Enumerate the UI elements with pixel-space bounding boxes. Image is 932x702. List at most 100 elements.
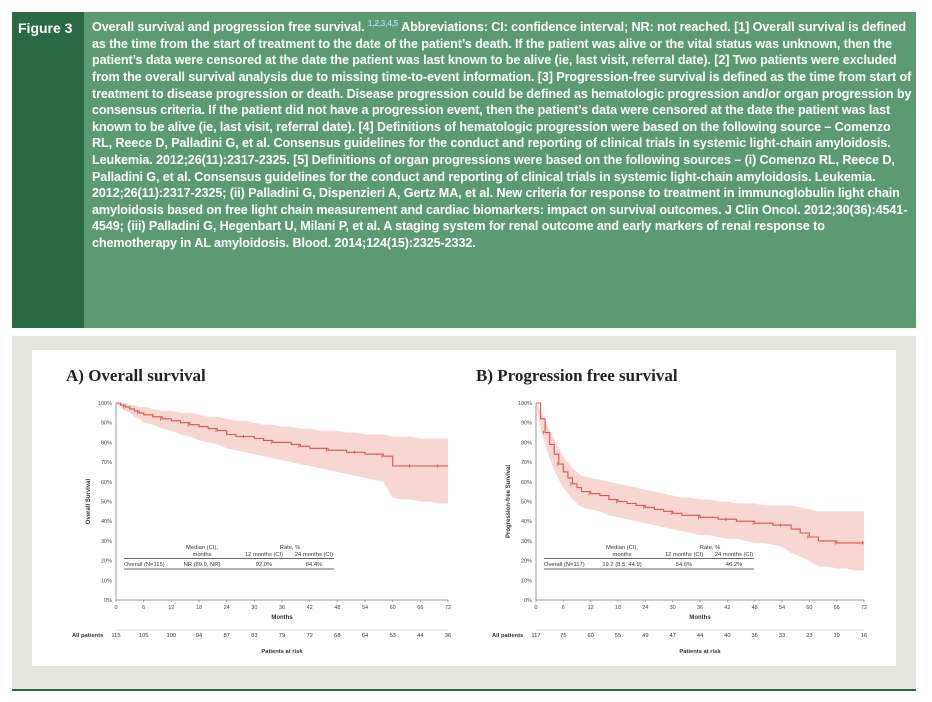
- figure-label: Figure 3: [12, 12, 84, 328]
- at-risk-count: 105: [139, 633, 149, 639]
- y-tick-label: 80%: [521, 440, 532, 446]
- x-tick-label: 42: [307, 605, 313, 611]
- bottom-rule: [12, 689, 916, 691]
- at-risk-count: 40: [724, 633, 730, 639]
- figure-panel: A) Overall survival B) Progression free …: [12, 336, 916, 690]
- y-tick-label: 70%: [101, 460, 112, 466]
- x-axis-title: Months: [689, 615, 711, 621]
- at-risk-count: 72: [306, 633, 312, 639]
- risk-table-title: Patients at risk: [261, 649, 303, 655]
- table-median-value: NR (89.9, NR): [184, 562, 221, 568]
- at-risk-count: 47: [669, 633, 675, 639]
- y-tick-label: 90%: [101, 421, 112, 427]
- x-tick-label: 6: [142, 605, 145, 611]
- table-header-rate: Rate, %: [280, 545, 301, 551]
- table-subheader-months: months: [192, 552, 211, 558]
- x-tick-label: 72: [861, 605, 867, 611]
- survival-curve: [536, 402, 864, 544]
- y-tick-label: 0%: [524, 598, 532, 604]
- x-tick-label: 54: [362, 605, 368, 611]
- figure-caption-box: Figure 3 Overall survival and progressio…: [12, 12, 916, 328]
- at-risk-count: 53: [389, 633, 395, 639]
- at-risk-count: 64: [362, 633, 369, 639]
- at-risk-count: 44: [417, 633, 424, 639]
- table-header-rate: Rate, %: [700, 545, 721, 551]
- y-tick-label: 70%: [521, 460, 532, 466]
- x-tick-label: 48: [752, 605, 758, 611]
- table-row-label: Overall (N=115): [124, 562, 165, 568]
- y-tick-label: 50%: [521, 500, 532, 506]
- table-subheader-24mo: 24 months (CI): [295, 552, 333, 558]
- y-tick-label: 10%: [101, 578, 112, 584]
- table-24mo-rate: 84.4%: [306, 562, 322, 568]
- y-tick-label: 60%: [521, 480, 532, 486]
- x-tick-label: 18: [615, 605, 621, 611]
- x-tick-label: 30: [670, 605, 676, 611]
- at-risk-count: 94: [196, 633, 203, 639]
- at-risk-count: 23: [806, 633, 812, 639]
- x-tick-label: 66: [834, 605, 840, 611]
- caption-text: Overall survival and progression free su…: [92, 16, 912, 252]
- x-tick-label: 72: [445, 605, 451, 611]
- at-risk-count: 16: [861, 633, 867, 639]
- x-tick-label: 60: [806, 605, 812, 611]
- caption-reference-links[interactable]: 1,2,3,4,5: [367, 19, 399, 28]
- at-risk-count: 19: [833, 633, 839, 639]
- table-header-median: Median (CI),: [606, 545, 638, 551]
- at-risk-count: 79: [279, 633, 285, 639]
- at-risk-count: 36: [445, 633, 451, 639]
- x-tick-label: 54: [779, 605, 785, 611]
- x-axis-title: Months: [271, 615, 293, 621]
- risk-table-title: Patients at risk: [679, 649, 721, 655]
- y-tick-label: 20%: [521, 559, 532, 565]
- x-tick-label: 12: [168, 605, 174, 611]
- y-tick-label: 60%: [101, 480, 112, 486]
- at-risk-count: 36: [751, 633, 757, 639]
- x-tick-label: 66: [417, 605, 423, 611]
- at-risk-count: 33: [779, 633, 785, 639]
- y-tick-label: 100%: [98, 401, 112, 407]
- x-tick-label: 0: [114, 605, 117, 611]
- y-axis-title: Progression-free Survival: [506, 465, 512, 538]
- progression-free-survival-chart: 0% 10% 20% 30% 40% 50% 60% 70% 80% 90% 100% 0 6 12 18 2…: [492, 401, 867, 655]
- y-tick-label: 0%: [104, 598, 112, 604]
- overall-survival-chart: 0% 10% 20% 30% 40% 50% 60% 70% 80% 90% 100% 0 6 12 18 2…: [72, 401, 451, 655]
- x-tick-label: 24: [642, 605, 648, 611]
- x-tick-label: 18: [196, 605, 202, 611]
- y-tick-label: 100%: [518, 401, 532, 407]
- y-tick-label: 50%: [101, 500, 112, 506]
- y-axis-title: Overall Survival: [86, 478, 92, 524]
- at-risk-count: 68: [334, 633, 340, 639]
- x-tick-label: 6: [562, 605, 565, 611]
- y-tick-label: 30%: [101, 539, 112, 545]
- at-risk-count: 49: [642, 633, 648, 639]
- table-row-label: Overall (N=117): [544, 562, 585, 568]
- y-tick-label: 20%: [101, 559, 112, 565]
- survival-curve: [116, 402, 448, 467]
- x-tick-label: 36: [279, 605, 285, 611]
- table-subheader-months: months: [612, 552, 631, 558]
- at-risk-count: 44: [697, 633, 704, 639]
- x-tick-label: 24: [224, 605, 230, 611]
- x-tick-label: 42: [724, 605, 730, 611]
- table-subheader-24mo: 24 months (CI): [715, 552, 753, 558]
- at-risk-count: 115: [111, 633, 120, 639]
- x-tick-label: 30: [251, 605, 257, 611]
- caption-title: Overall survival and progression free su…: [92, 20, 365, 35]
- at-risk-count: 100: [166, 633, 176, 639]
- at-risk-count: 75: [560, 633, 566, 639]
- at-risk-count: 87: [223, 633, 229, 639]
- table-12mo-rate: 54.6%: [676, 562, 692, 568]
- table-subheader-12mo: 12 months (CI): [245, 552, 283, 558]
- table-12mo-rate: 92.0%: [256, 562, 272, 568]
- risk-row-label: All patients: [72, 633, 103, 639]
- confidence-band: [116, 403, 448, 504]
- y-tick-label: 40%: [521, 519, 532, 525]
- y-tick-label: 30%: [521, 539, 532, 545]
- confidence-band: [536, 403, 864, 571]
- y-tick-label: 40%: [101, 519, 112, 525]
- at-risk-count: 55: [615, 633, 621, 639]
- at-risk-count: 83: [251, 633, 257, 639]
- at-risk-count: 117: [531, 633, 540, 639]
- figure-inner: A) Overall survival B) Progression free …: [32, 350, 896, 666]
